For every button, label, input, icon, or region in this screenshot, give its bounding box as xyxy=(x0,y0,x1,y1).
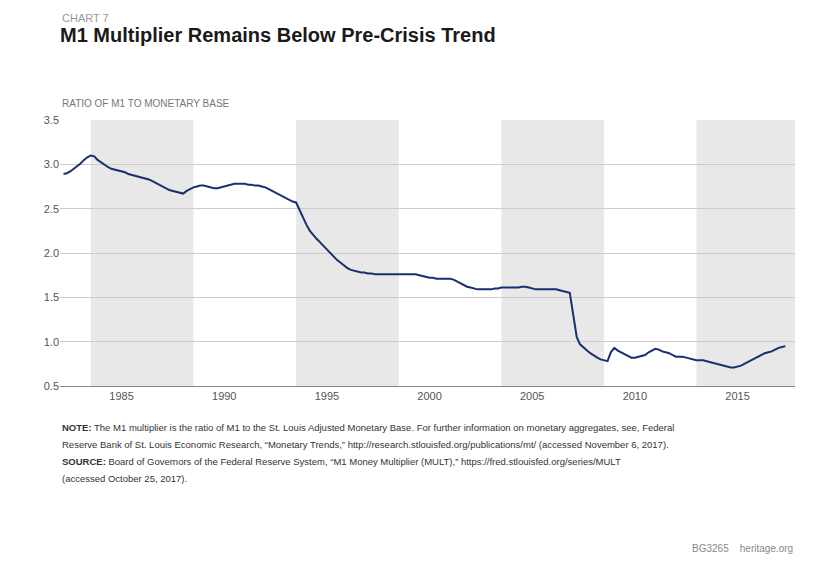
svg-text:M1 Multiplier Remains Below Pr: M1 Multiplier Remains Below Pre-Crisis T… xyxy=(60,24,496,46)
svg-text:1.5: 1.5 xyxy=(44,291,59,303)
svg-text:SOURCE: Board of Governors of: SOURCE: Board of Governors of the Federa… xyxy=(62,456,621,467)
svg-text:2.5: 2.5 xyxy=(44,203,59,215)
svg-text:RATIO OF M1 TO MONETARY BASE: RATIO OF M1 TO MONETARY BASE xyxy=(62,98,230,109)
svg-text:1990: 1990 xyxy=(212,390,236,402)
svg-text:1995: 1995 xyxy=(315,390,339,402)
svg-text:BG3265 heritage.org: BG3265 heritage.org xyxy=(692,543,793,554)
svg-text:2000: 2000 xyxy=(417,390,441,402)
svg-text:(accessed October 25, 2017).: (accessed October 25, 2017). xyxy=(62,473,187,484)
svg-text:NOTE: The M1 multiplier is the: NOTE: The M1 multiplier is the ratio of … xyxy=(62,422,674,433)
svg-text:0.5: 0.5 xyxy=(44,380,59,392)
svg-text:1.0: 1.0 xyxy=(44,336,59,348)
svg-text:Reserve Bank of St. Louis Econ: Reserve Bank of St. Louis Economic Resea… xyxy=(62,439,669,450)
svg-text:1985: 1985 xyxy=(109,390,133,402)
svg-text:2005: 2005 xyxy=(520,390,544,402)
svg-text:2015: 2015 xyxy=(725,390,749,402)
svg-text:CHART 7: CHART 7 xyxy=(62,12,109,24)
svg-text:2010: 2010 xyxy=(623,390,647,402)
svg-text:2.0: 2.0 xyxy=(44,247,59,259)
svg-text:3.0: 3.0 xyxy=(44,158,59,170)
svg-text:3.5: 3.5 xyxy=(44,114,59,126)
